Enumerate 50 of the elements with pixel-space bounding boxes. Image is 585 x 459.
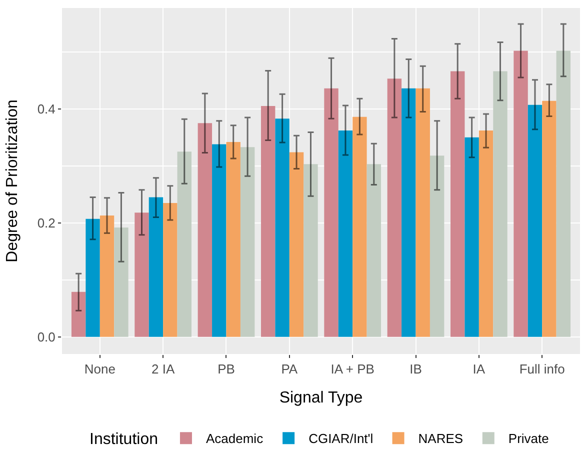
bar xyxy=(402,88,416,337)
x-tick-label: None xyxy=(84,362,116,377)
x-tick-label: PA xyxy=(281,362,298,377)
bar xyxy=(275,118,290,337)
bar xyxy=(212,144,226,337)
bar xyxy=(464,137,479,337)
bar xyxy=(387,78,402,337)
bar xyxy=(289,152,304,337)
bar xyxy=(86,218,100,337)
legend-title: Institution xyxy=(90,431,158,448)
legend-label: Private xyxy=(508,431,549,446)
bar xyxy=(514,50,528,337)
legend-label: CGIAR/Int'l xyxy=(308,431,374,446)
x-tick-label: IA xyxy=(472,362,486,377)
legend-label: Academic xyxy=(206,431,264,446)
x-tick-label: 2 IA xyxy=(152,362,175,377)
bar xyxy=(177,152,192,337)
x-tick-label: PB xyxy=(218,362,235,377)
bar xyxy=(148,197,164,337)
x-axis-title: Signal Type xyxy=(279,389,363,406)
bar xyxy=(450,71,465,337)
legend-label: NARES xyxy=(418,431,464,446)
bar xyxy=(198,123,212,337)
y-tick-label: 0.0 xyxy=(37,329,56,344)
bar xyxy=(556,50,571,337)
bar xyxy=(226,142,240,337)
bar xyxy=(324,88,338,337)
bar xyxy=(366,164,382,337)
bar xyxy=(430,156,444,337)
bar xyxy=(100,215,114,337)
bar xyxy=(338,130,353,337)
bar xyxy=(163,202,178,337)
bar xyxy=(542,100,556,337)
bar xyxy=(71,292,86,337)
y-tick-label: 0.2 xyxy=(37,215,56,230)
bar xyxy=(528,104,542,337)
y-tick-label: 0.4 xyxy=(37,101,56,116)
bar xyxy=(493,71,508,337)
bar xyxy=(478,130,494,337)
bar xyxy=(114,227,128,337)
bar xyxy=(304,164,318,337)
bar xyxy=(240,147,255,337)
y-axis-title: Degree of Prioritization xyxy=(4,100,22,262)
x-tick-label: Full info xyxy=(519,362,565,377)
bar xyxy=(260,106,276,337)
x-tick-label: IA + PB xyxy=(330,362,374,377)
bar xyxy=(352,116,367,337)
bar xyxy=(416,88,430,337)
bar xyxy=(134,212,149,337)
x-tick-label: IB xyxy=(410,362,422,377)
